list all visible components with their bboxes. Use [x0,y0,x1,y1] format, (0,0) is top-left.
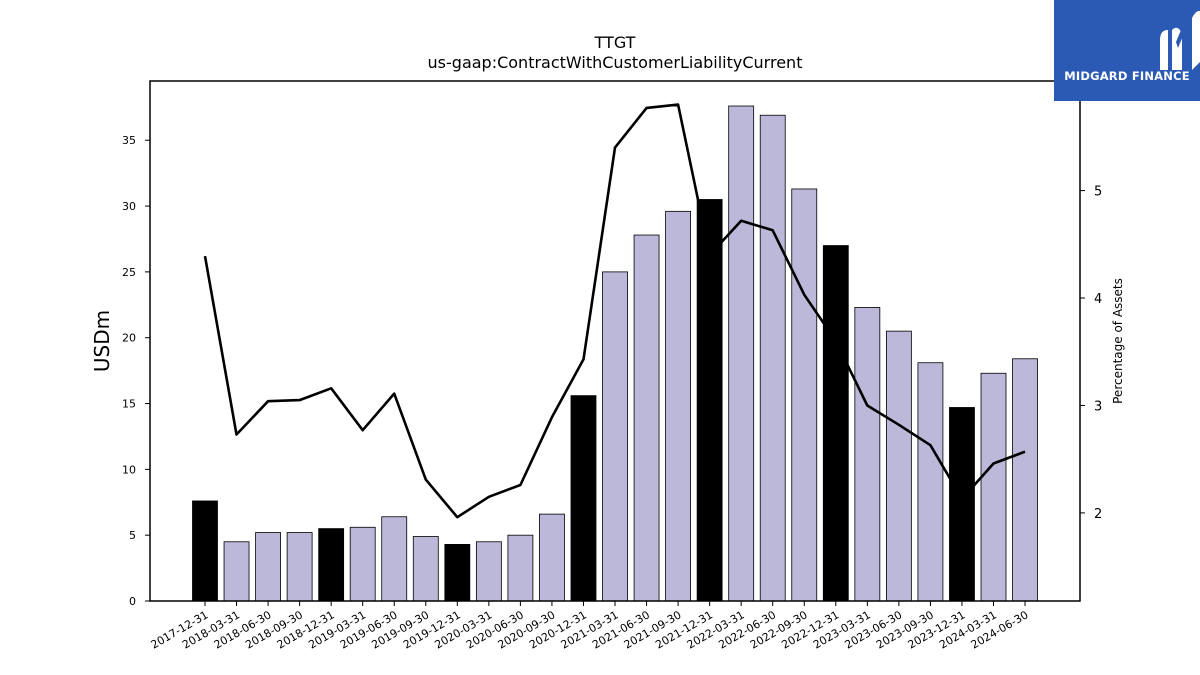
bar-2024-03-31 [980,372,1007,602]
logo-text: MIDGARD FINANCE [1064,69,1190,83]
right-axis: 2 3 4 5 [1080,185,1102,522]
bar-2021-06-30 [633,234,660,602]
left-tick-label: 20 [122,332,136,345]
bar-2023-03-31 [854,307,881,602]
bar-2019-03-31 [349,526,376,602]
bar-2023-06-30 [885,330,912,602]
right-tick-label: 2 [1094,507,1102,522]
bar-2023-12-31 [949,407,975,602]
bar-2018-06-30 [255,532,281,602]
chart-title: TTGT [594,33,636,52]
bar-2018-09-30 [286,532,313,602]
bar-2019-09-30 [412,536,439,602]
bar-2018-03-31 [223,541,250,602]
left-tick-label: 25 [122,266,136,279]
brand-logo: MIDGARD FINANCE [1054,0,1200,101]
right-tick-label: 5 [1094,185,1102,200]
bar-2022-09-30 [791,188,818,602]
left-tick-label: 10 [122,463,136,476]
right-tick-label: 3 [1094,399,1102,414]
left-axis: 0 5 10 15 20 25 30 35 [122,134,150,608]
right-axis-label: Percentage of Assets [1111,278,1125,404]
bar-2023-09-30 [917,362,944,602]
bar-2019-12-31 [444,543,471,602]
bar-2017-12-31 [192,500,218,602]
left-tick-label: 5 [129,529,136,542]
logo-mark-icon [1160,10,1200,70]
bar-2019-06-30 [381,516,408,602]
bar-2021-12-31 [696,199,723,602]
bar-2020-06-30 [507,534,534,602]
left-tick-label: 30 [122,200,136,213]
left-tick-label: 0 [129,595,136,608]
bar-2021-09-30 [665,210,691,602]
bar-2022-12-31 [822,245,849,602]
bar-2022-06-30 [759,114,786,602]
bar-2020-09-30 [539,513,565,602]
bar-2021-03-31 [602,271,628,602]
bar-2020-12-31 [570,395,597,602]
left-tick-label: 35 [122,134,136,147]
right-tick-label: 4 [1094,292,1102,307]
bar-2018-12-31 [318,528,345,602]
bar-2020-03-31 [475,541,502,602]
chart-subtitle: us-gaap:ContractWithCustomerLiabilityCur… [428,53,803,72]
bar-2022-03-31 [728,105,755,602]
line-group [203,103,1026,519]
bars-group [192,105,1038,602]
bar-2024-06-30 [1012,358,1038,602]
percentage-line [203,103,1026,519]
left-tick-label: 15 [122,398,136,411]
x-axis: 2017-12-312018-03-312018-06-302018-09-30… [149,601,1031,652]
y-axis-label: USDm [90,310,114,372]
